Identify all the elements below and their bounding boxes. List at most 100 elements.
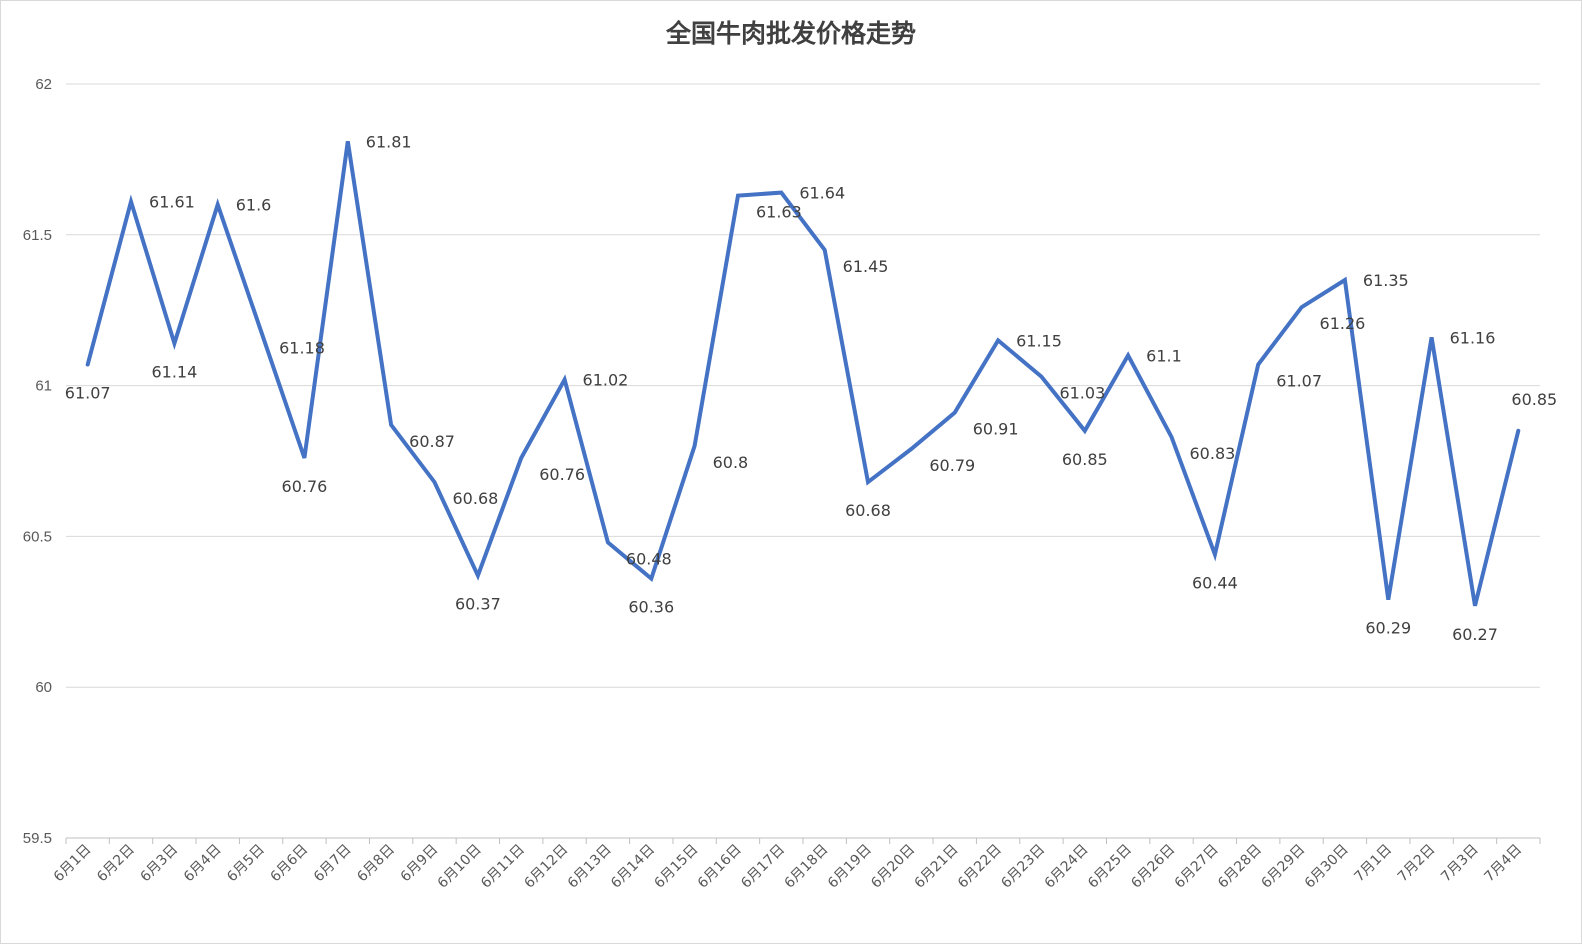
data-label: 60.85 [1511,390,1557,409]
data-label: 60.27 [1452,625,1498,644]
y-tick-label: 59.5 [23,830,52,847]
x-tick-label: 6月19日 [825,842,875,892]
x-tick-label: 6月28日 [1215,842,1265,892]
data-label: 61.35 [1363,271,1409,290]
data-label: 61.6 [236,196,272,215]
data-point [1213,552,1217,556]
data-label: 61.16 [1450,328,1496,347]
x-tick-label: 6月21日 [912,842,962,892]
x-tick-label: 6月17日 [738,842,788,892]
x-tick-label: 6月18日 [781,842,831,892]
y-tick-label: 60 [35,679,52,696]
data-label: 61.15 [1016,331,1062,350]
data-label: 61.03 [1059,384,1105,403]
data-label: 61.61 [149,193,195,212]
x-tick-label: 6月27日 [1172,842,1222,892]
data-point [259,329,263,333]
x-tick-label: 7月2日 [1395,842,1439,886]
x-tick-label: 6月4日 [181,842,225,886]
x-tick-label: 6月6日 [268,842,312,886]
x-tick-label: 6月7日 [311,842,355,886]
data-point [129,200,133,204]
data-label: 60.36 [628,598,674,617]
x-tick-label: 7月4日 [1481,842,1525,886]
y-tick-label: 60.5 [23,528,52,545]
gridlines [66,83,1540,688]
data-point [216,203,220,207]
x-tick-label: 6月24日 [1042,842,1092,892]
x-axis: 6月1日 6月2日 6月3日 6月4日 6月5日 6月6日 6月7日 6月8日 6月9日6月10… [51,837,1541,892]
x-tick-label: 6月11日 [478,842,528,892]
x-tick-label: 6月5日 [224,842,268,886]
x-tick-label: 6月22日 [955,842,1005,892]
data-label: 61.18 [279,338,325,357]
data-point [1083,429,1087,433]
data-label: 60.83 [1190,444,1236,463]
data-label: 61.14 [151,362,197,381]
data-label: 61.07 [1276,371,1322,390]
data-label: 61.45 [843,257,889,276]
data-point [1343,278,1347,282]
x-tick-label: 6月29日 [1258,842,1308,892]
data-label: 60.29 [1365,619,1411,638]
data-label: 60.87 [409,432,455,451]
data-label: 60.68 [453,489,499,508]
data-label: 61.63 [756,203,802,222]
data-point [1473,604,1477,608]
x-tick-label: 6月2日 [94,842,138,886]
x-tick-label: 7月1日 [1351,842,1395,886]
data-point [1126,353,1130,357]
data-label: 60.79 [929,456,975,475]
data-point [563,378,567,382]
x-tick-label: 6月20日 [868,842,918,892]
x-tick-label: 6月13日 [565,842,615,892]
x-tick-label: 6月25日 [1085,842,1135,892]
x-tick-label: 6月9日 [398,842,442,886]
data-point [1256,362,1260,366]
x-tick-label: 6月14日 [608,842,658,892]
x-tick-label: 6月10日 [435,842,485,892]
data-label: 61.1 [1146,346,1182,365]
x-tick-label: 6月12日 [521,842,571,892]
data-point [953,411,957,415]
data-label: 61.64 [799,184,845,203]
y-tick-label: 62 [35,76,52,93]
x-tick-label: 6月3日 [137,842,181,886]
data-point [346,139,350,143]
data-label: 61.02 [583,371,629,390]
data-point [693,444,697,448]
data-point [86,362,90,366]
data-label: 60.37 [455,595,501,614]
data-point [1300,305,1304,309]
x-tick-label: 6月30日 [1302,842,1352,892]
data-label: 60.76 [539,465,585,484]
data-point [172,341,176,345]
x-tick-label: 6月26日 [1128,842,1178,892]
y-tick-label: 61 [35,378,52,395]
data-point [389,423,393,427]
x-tick-label: 7月3日 [1438,842,1482,886]
data-point [909,447,913,451]
y-tick-label: 61.5 [23,227,52,244]
data-label: 61.81 [366,132,412,151]
y-axis: 59.5 60 60.5 61 61.5 62 [23,76,52,847]
x-tick-label: 6月1日 [51,842,95,886]
data-label: 60.48 [626,549,672,568]
data-point [866,480,870,484]
data-point [1170,435,1174,439]
data-labels: 61.07 61.61 61.14 61.6 61.18 60.76 61.81 60.87 6… [65,132,1557,643]
series-line [85,140,1521,607]
data-label: 60.76 [282,477,328,496]
data-label: 60.68 [845,501,891,520]
x-tick-label: 6月16日 [695,842,745,892]
data-point [1516,429,1520,433]
chart-title: 全国牛肉批发价格走势 [665,19,916,48]
data-point [823,248,827,252]
data-point [606,540,610,544]
data-point [649,577,653,581]
data-point [1386,598,1390,602]
data-point [736,194,740,198]
x-tick-label: 6月8日 [354,842,398,886]
data-point [1039,375,1043,379]
